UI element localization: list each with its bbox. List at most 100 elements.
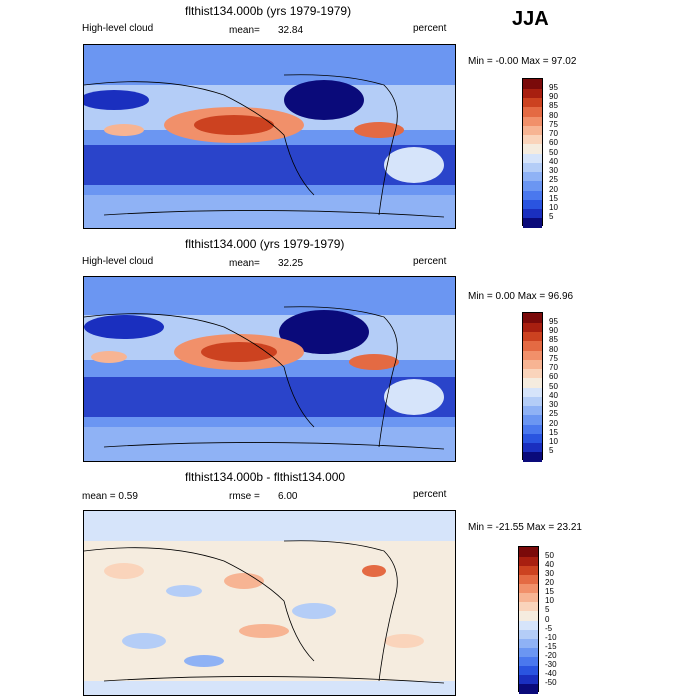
colorbar-tick-label: 25 bbox=[549, 409, 558, 419]
panel3-title: flthist134.000b - flthist134.000 bbox=[185, 470, 346, 484]
colorbar-segment bbox=[523, 331, 542, 342]
colorbar-tick-label: 10 bbox=[545, 596, 554, 606]
colorbar-tick-label: 85 bbox=[549, 101, 558, 111]
season-label: JJA bbox=[512, 8, 549, 30]
panel1-units: percent bbox=[413, 23, 447, 34]
panel1-title: flthist134.000b (yrs 1979-1979) bbox=[185, 4, 352, 18]
colorbar-tick-label: 75 bbox=[549, 353, 558, 363]
panel3-map-svg bbox=[84, 511, 455, 695]
colorbar-segment bbox=[519, 565, 538, 575]
colorbar-tick-label: 40 bbox=[545, 559, 554, 569]
colorbar-tick-label: 5 bbox=[549, 212, 554, 222]
colorbar-tick-label: -10 bbox=[545, 632, 557, 642]
colorbar-tick-label: 30 bbox=[549, 166, 558, 175]
colorbar-segment bbox=[523, 377, 542, 388]
colorbar-segment bbox=[519, 592, 538, 603]
colorbar-tick-label: 0 bbox=[545, 614, 550, 624]
colorbar-segment bbox=[523, 313, 542, 323]
colorbar-tick-label: 60 bbox=[549, 138, 558, 148]
colorbar-tick-label: 20 bbox=[549, 184, 558, 194]
colorbar-segment bbox=[523, 340, 542, 351]
colorbar-segment bbox=[523, 424, 542, 434]
panel3-map bbox=[83, 510, 456, 696]
colorbar-tick-label: 5 bbox=[545, 605, 550, 615]
colorbar-segment bbox=[523, 414, 542, 425]
colorbar-segment bbox=[523, 359, 542, 369]
colorbar-tick-label: 25 bbox=[549, 175, 558, 185]
panel2-variable-label: High-level cloud bbox=[82, 256, 154, 267]
colorbar-tick-label: 10 bbox=[549, 203, 558, 212]
colorbar-segment bbox=[523, 451, 542, 462]
colorbar-tick-label: 50 bbox=[545, 550, 554, 560]
colorbar-segment bbox=[523, 143, 542, 154]
colorbar-tick-label: 15 bbox=[549, 427, 558, 437]
colorbar-tick-label: 80 bbox=[549, 110, 558, 120]
panel1-map-svg bbox=[84, 45, 455, 228]
panel1-mean-label: mean= bbox=[229, 25, 260, 36]
colorbar-segment bbox=[523, 350, 542, 360]
colorbar-segment bbox=[523, 405, 542, 416]
colorbar-tick-label: 60 bbox=[549, 372, 558, 382]
colorbar-segment bbox=[523, 322, 542, 332]
colorbar-tick-label: 40 bbox=[549, 156, 558, 166]
colorbar-segment bbox=[523, 208, 542, 219]
panel1-range: Min = -0.00 Max = 97.02 bbox=[468, 56, 577, 67]
colorbar-segment bbox=[519, 620, 538, 630]
colorbar-tick-label: 15 bbox=[549, 193, 558, 203]
colorbar-segment bbox=[523, 125, 542, 135]
colorbar-segment bbox=[519, 647, 538, 657]
colorbar-tick-label: 90 bbox=[549, 92, 558, 101]
colorbar-tick-label: -15 bbox=[545, 641, 557, 651]
colorbar-segment bbox=[519, 665, 538, 676]
colorbar-tick-label: 70 bbox=[549, 129, 558, 138]
colorbar-tick-label: 5 bbox=[549, 446, 554, 456]
panel1-colorbar: 5 10 15 20 25 30 40 50 60 70 75 80 85 90 95 bbox=[522, 78, 582, 228]
colorbar-tick-label: 90 bbox=[549, 326, 558, 335]
colorbar-segment bbox=[519, 601, 538, 612]
colorbar-tick-label: 95 bbox=[549, 316, 558, 326]
colorbar-segment bbox=[523, 171, 542, 182]
colorbar-tick-label: 85 bbox=[549, 335, 558, 345]
colorbar-segment bbox=[523, 97, 542, 108]
colorbar-segment bbox=[523, 180, 542, 191]
panel2-colorbar: 5 10 15 20 25 30 40 50 60 70 75 80 85 90 95 bbox=[522, 312, 582, 462]
colorbar-tick-label: 70 bbox=[549, 363, 558, 372]
colorbar-box bbox=[522, 312, 543, 462]
colorbar-segment bbox=[523, 134, 542, 145]
colorbar-segment bbox=[519, 547, 538, 557]
panel2-map bbox=[83, 276, 456, 462]
panel2-range: Min = 0.00 Max = 96.96 bbox=[468, 291, 574, 302]
colorbar-tick-label: 80 bbox=[549, 344, 558, 354]
panel3-rmse-label: rmse = bbox=[229, 491, 260, 502]
colorbar-segment bbox=[519, 583, 538, 594]
panel2-title: flthist134.000 (yrs 1979-1979) bbox=[185, 237, 345, 251]
colorbar-segment bbox=[519, 610, 538, 621]
panel3-mean: mean = 0.59 bbox=[82, 491, 138, 502]
colorbar-segment bbox=[523, 387, 542, 397]
colorbar-segment bbox=[519, 629, 538, 639]
colorbar-tick-label: -50 bbox=[545, 678, 557, 688]
panel1-mean-value: 32.84 bbox=[278, 25, 304, 36]
colorbar-tick-label: 20 bbox=[545, 578, 554, 587]
colorbar-segment bbox=[523, 442, 542, 453]
colorbar-segment bbox=[523, 368, 542, 379]
colorbar-segment bbox=[519, 683, 538, 694]
colorbar-tick-label: -40 bbox=[545, 669, 557, 679]
panel1-variable-label: High-level cloud bbox=[82, 23, 154, 34]
colorbar-tick-label: -5 bbox=[545, 623, 553, 633]
colorbar-segment bbox=[523, 396, 542, 406]
colorbar-tick-label: 15 bbox=[545, 587, 554, 597]
colorbar-box bbox=[522, 78, 543, 228]
colorbar-tick-label: 40 bbox=[549, 390, 558, 400]
colorbar-box bbox=[518, 546, 539, 694]
colorbar-segment bbox=[519, 656, 538, 667]
colorbar-tick-label: 50 bbox=[549, 147, 558, 157]
colorbar-tick-label: 20 bbox=[549, 418, 558, 428]
colorbar-tick-label: 95 bbox=[549, 82, 558, 92]
colorbar-segment bbox=[523, 162, 542, 172]
colorbar-segment bbox=[523, 433, 542, 443]
panel3-range: Min = -21.55 Max = 23.21 bbox=[468, 522, 582, 533]
colorbar-tick-label: 30 bbox=[545, 568, 554, 578]
colorbar-tick-label: 75 bbox=[549, 119, 558, 129]
colorbar-tick-label: -20 bbox=[545, 651, 557, 660]
